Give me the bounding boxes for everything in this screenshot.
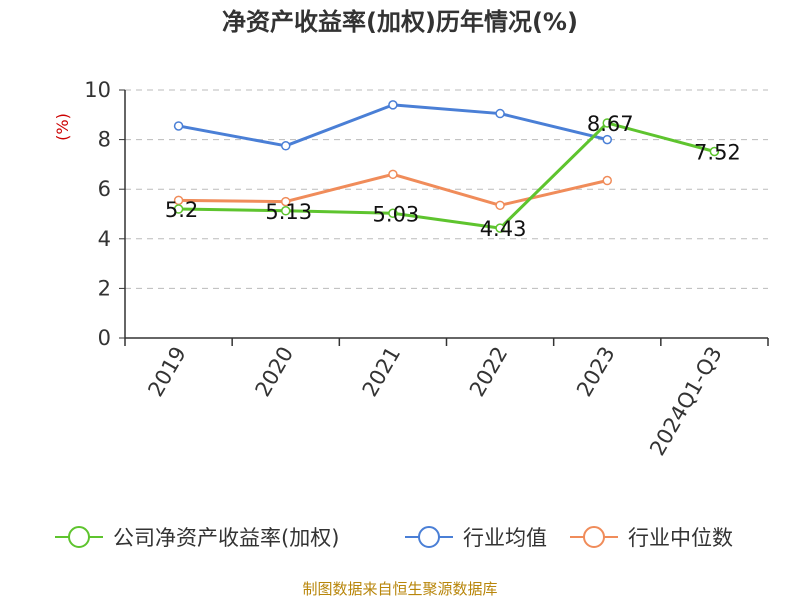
x-tick-label: 2022 [465,343,513,401]
axis-layer: 0 2 4 6 8 10 2019 2020 2021 2022 2023 2024Q1-Q3 [84,78,769,460]
legend-swatch-marker [68,526,90,548]
series-marker-1 [173,121,184,131]
series-line-0 [178,121,715,230]
chart-title: 净资产收益率(加权)历年情况(%) [222,8,578,36]
data-label-layer: 5.2 5.13 5.03 4.43 8.67 7.52 [165,112,741,241]
source-note: 制图数据来自恒生聚源数据库 [302,580,497,598]
legend: 公司净资产收益率(加权) 行业均值 行业中位数 [55,526,733,550]
series-marker-2 [388,169,398,180]
y-tick-label: 10 [84,78,111,102]
series-marker-2 [495,200,505,211]
legend-swatch-marker [418,526,440,548]
legend-entry: 公司净资产收益率(加权) [113,526,339,550]
data-label: 5.2 [165,198,198,222]
y-axis-label: (%) [53,113,72,141]
series-marker-0 [495,223,505,233]
y-tick-label: 0 [98,326,111,350]
series-marker-1 [388,100,398,110]
series-marker-0 [602,118,612,128]
series-marker-1 [602,134,612,145]
legend-entry: 行业均值 [463,526,547,550]
series-marker-1 [281,141,291,151]
series-marker-2 [281,196,291,207]
x-tick-label: 2020 [251,343,299,401]
data-label: 7.52 [694,141,741,165]
y-tick-label: 4 [98,227,111,251]
series-marker-0 [173,204,184,214]
series-marker-0 [281,206,291,216]
y-tick-label: 8 [98,128,111,152]
x-tick-label: 2019 [143,343,191,401]
legend-entry: 行业中位数 [628,526,733,550]
series-marker-0 [709,146,720,157]
legend-swatch-marker [583,526,605,548]
x-tick-label: 2023 [572,343,620,401]
x-tick-label: 2024Q1-Q3 [645,343,727,460]
data-label: 5.13 [265,200,312,224]
series-layer [173,100,720,233]
y-tick-label: 2 [98,276,111,300]
y-tick-label: 6 [98,177,111,201]
data-label: 5.03 [373,202,420,226]
series-marker-1 [495,108,505,119]
data-label: 4.43 [480,217,527,241]
data-label: 8.67 [587,112,634,136]
series-marker-2 [602,175,612,186]
series-marker-0 [388,208,398,219]
x-tick-label: 2021 [358,343,406,401]
